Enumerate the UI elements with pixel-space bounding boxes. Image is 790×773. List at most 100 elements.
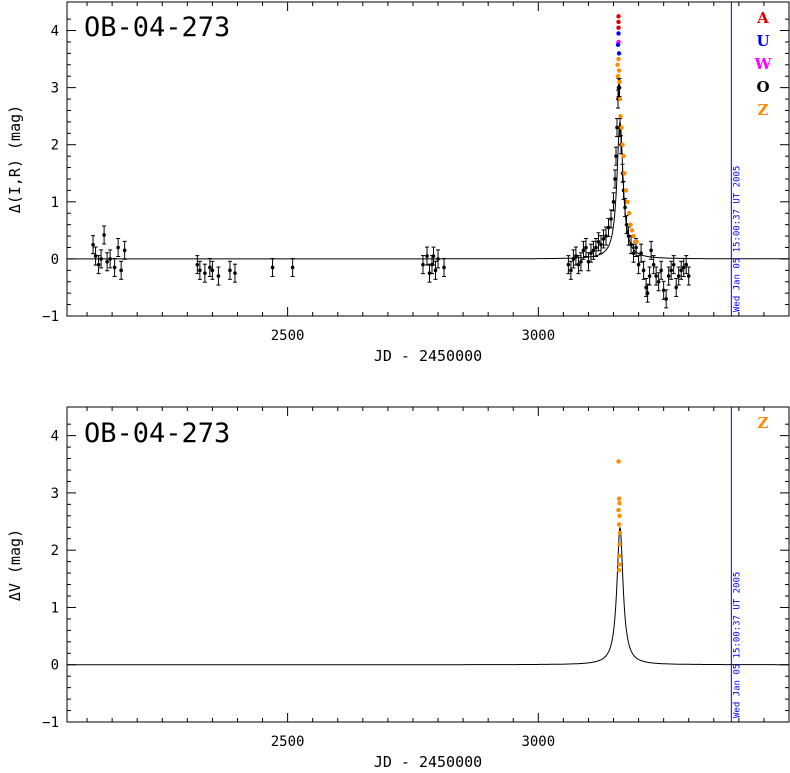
data-point	[616, 56, 621, 62]
data-point	[616, 31, 621, 36]
data-point	[644, 285, 648, 290]
data-point	[628, 222, 633, 227]
data-point	[216, 274, 221, 278]
y-tick-label: 2	[51, 543, 59, 559]
data-point	[596, 239, 601, 244]
y-tick-label: 1	[51, 195, 59, 211]
legend-entry: Z	[758, 414, 769, 432]
axis-ticks	[67, 2, 789, 317]
model-line	[67, 527, 789, 666]
data-point	[639, 251, 643, 255]
data-point	[647, 274, 652, 278]
data-point	[102, 233, 106, 237]
plot-frame	[66, 406, 790, 723]
data-point	[433, 268, 438, 273]
data-point	[624, 222, 629, 227]
data-point	[616, 19, 621, 25]
data-point	[591, 248, 596, 253]
data-point	[425, 254, 429, 258]
data-point	[569, 268, 573, 273]
data-point	[442, 265, 446, 270]
data-point	[651, 262, 656, 267]
y-tick-label: 1	[51, 600, 59, 616]
data-point	[617, 501, 622, 506]
data-point	[674, 285, 678, 290]
x-tick-label: 3000	[521, 734, 555, 750]
data-point	[686, 274, 691, 278]
data-point	[679, 268, 684, 273]
y-tick-label: 2	[51, 138, 59, 154]
x-axis-label: JD - 2450000	[374, 753, 482, 769]
model-curve	[67, 527, 789, 666]
data-point	[622, 171, 627, 176]
y-tick-label: 0	[51, 252, 59, 268]
x-tick-label: 2500	[271, 328, 305, 344]
data-point	[671, 262, 676, 267]
data-point	[594, 245, 598, 250]
data-point	[641, 268, 646, 273]
data-point	[122, 248, 127, 253]
timestamp-text: Wed Jan 05 15:00:37 UT 2005	[732, 166, 742, 312]
x-axis-label: JD - 2450000	[374, 347, 482, 365]
data-point	[210, 268, 215, 273]
y-axis-label: Δ(I,R) (mag)	[6, 105, 24, 213]
axis-ticks	[67, 407, 789, 723]
chart-title: OB-04-273	[84, 418, 230, 449]
y-tick-label: 0	[51, 658, 59, 674]
data-point	[233, 271, 237, 275]
data-point	[620, 142, 625, 147]
data-point	[571, 257, 576, 261]
legend: Z	[758, 414, 769, 432]
data-point	[93, 254, 98, 258]
y-tick-label: −1	[42, 715, 59, 731]
legend-entry: O	[756, 78, 769, 96]
data-point	[626, 211, 632, 216]
data-point	[599, 242, 603, 247]
tick-labels: 2500 3000 −1 0 1 2 3 4	[42, 24, 555, 344]
data-point	[601, 237, 606, 241]
data-point	[119, 268, 123, 273]
data-point	[617, 530, 623, 536]
light-curve-panel-bottom: 2500 3000 −1 0 1 2 3 4 Wed Jan 05 15:00:37 UT 2…	[6, 406, 790, 771]
y-tick-label: 3	[51, 486, 59, 502]
data-point	[616, 14, 621, 19]
tick-labels: 2500 3000 −1 0 1 2 3 4	[42, 429, 555, 750]
data-point	[617, 96, 623, 102]
data-point	[290, 265, 295, 270]
data-point	[617, 79, 622, 85]
data-point	[659, 268, 663, 273]
data-point	[203, 271, 207, 275]
data-point	[629, 228, 635, 233]
data-point	[116, 245, 120, 250]
legend-entry: A	[756, 9, 769, 27]
data-point	[634, 245, 638, 250]
data-point	[615, 74, 621, 79]
data-point	[634, 239, 639, 244]
data-point	[616, 25, 621, 30]
legend-entry: U	[756, 32, 769, 50]
data-point	[654, 274, 658, 278]
data-point	[631, 233, 636, 239]
data-point	[270, 265, 275, 270]
data-point	[616, 496, 622, 501]
light-curve-panel-top: 2500 3000 −1 0 1 2 3 4 Wed Jan 05 15:00:37 UT 2…	[6, 1, 790, 365]
legend-entry: W	[754, 55, 773, 73]
x-tick-label: 3000	[521, 328, 555, 344]
data-point	[579, 259, 583, 264]
data-point	[636, 262, 641, 267]
data-point	[99, 257, 103, 261]
data-point	[112, 265, 117, 270]
data-point	[91, 242, 95, 247]
data-point	[618, 113, 623, 119]
data-point	[589, 251, 593, 255]
data-point	[228, 268, 232, 273]
data-points	[91, 14, 691, 309]
data-point	[96, 262, 101, 267]
data-point	[581, 248, 586, 253]
data-point	[621, 153, 626, 159]
data-point	[105, 259, 109, 264]
data-point	[611, 200, 616, 204]
data-point	[616, 459, 621, 464]
data-point	[616, 553, 622, 559]
